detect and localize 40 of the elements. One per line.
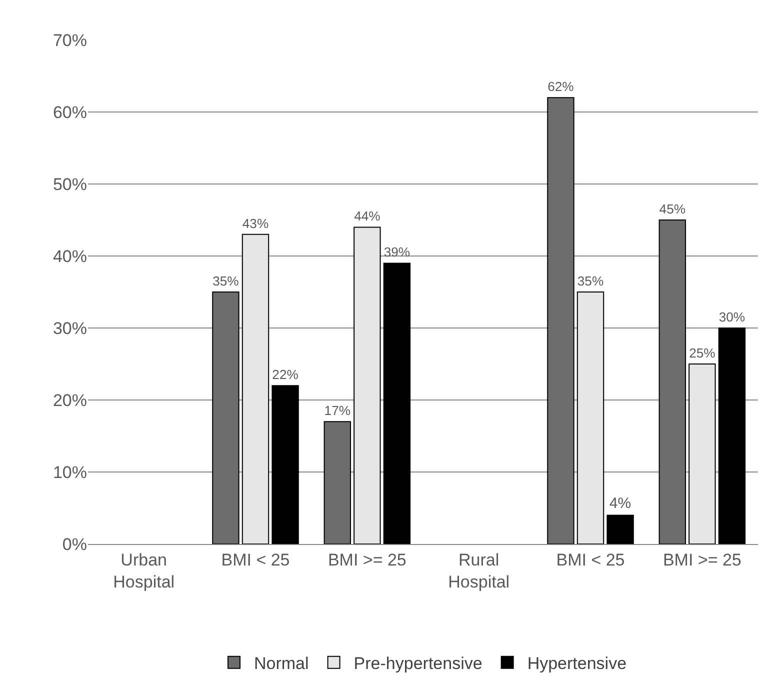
data-label: 44% <box>354 208 381 224</box>
data-label: 17% <box>324 403 351 418</box>
data-label: 30% <box>718 310 746 325</box>
y-tick-label: 20% <box>52 390 87 410</box>
bar <box>354 226 381 544</box>
data-label: 35% <box>212 274 240 289</box>
data-label: 35% <box>577 274 604 289</box>
bar <box>212 292 240 544</box>
bar <box>576 292 604 544</box>
y-tick-label: 70% <box>52 30 87 50</box>
legend-label: Pre-hypertensive <box>354 654 482 673</box>
data-label: 22% <box>272 367 299 382</box>
legend-label: Normal <box>254 654 309 673</box>
data-label: 45% <box>659 202 686 217</box>
x-tick-label: BMI >= 25 <box>328 550 406 570</box>
y-tick-label: 60% <box>52 102 87 122</box>
bar <box>658 220 686 544</box>
y-tick-label: 10% <box>52 462 87 482</box>
bar <box>324 421 351 544</box>
data-label: 43% <box>242 216 269 231</box>
x-tick-label: Urban Hospital <box>113 550 175 592</box>
bar <box>242 234 270 544</box>
bar <box>688 364 716 544</box>
bar <box>547 97 574 544</box>
y-tick-label: 0% <box>62 534 87 554</box>
y-tick-label: 30% <box>52 318 87 338</box>
x-tick-label: Rural Hospital <box>448 550 510 592</box>
bar <box>272 385 299 544</box>
y-tick-label: 40% <box>52 246 87 266</box>
y-tick-label: 50% <box>52 174 87 194</box>
bar <box>718 328 746 544</box>
data-label: 25% <box>689 346 716 361</box>
x-tick-label: BMI >= 25 <box>662 550 742 570</box>
data-label: 4% <box>609 495 632 512</box>
bar <box>606 514 634 544</box>
x-tick-label: BMI < 25 <box>556 550 625 570</box>
legend-label: Hypertensive <box>527 654 627 673</box>
x-tick-label: BMI < 25 <box>221 550 290 570</box>
data-label: 62% <box>548 79 574 94</box>
bar <box>383 262 411 544</box>
